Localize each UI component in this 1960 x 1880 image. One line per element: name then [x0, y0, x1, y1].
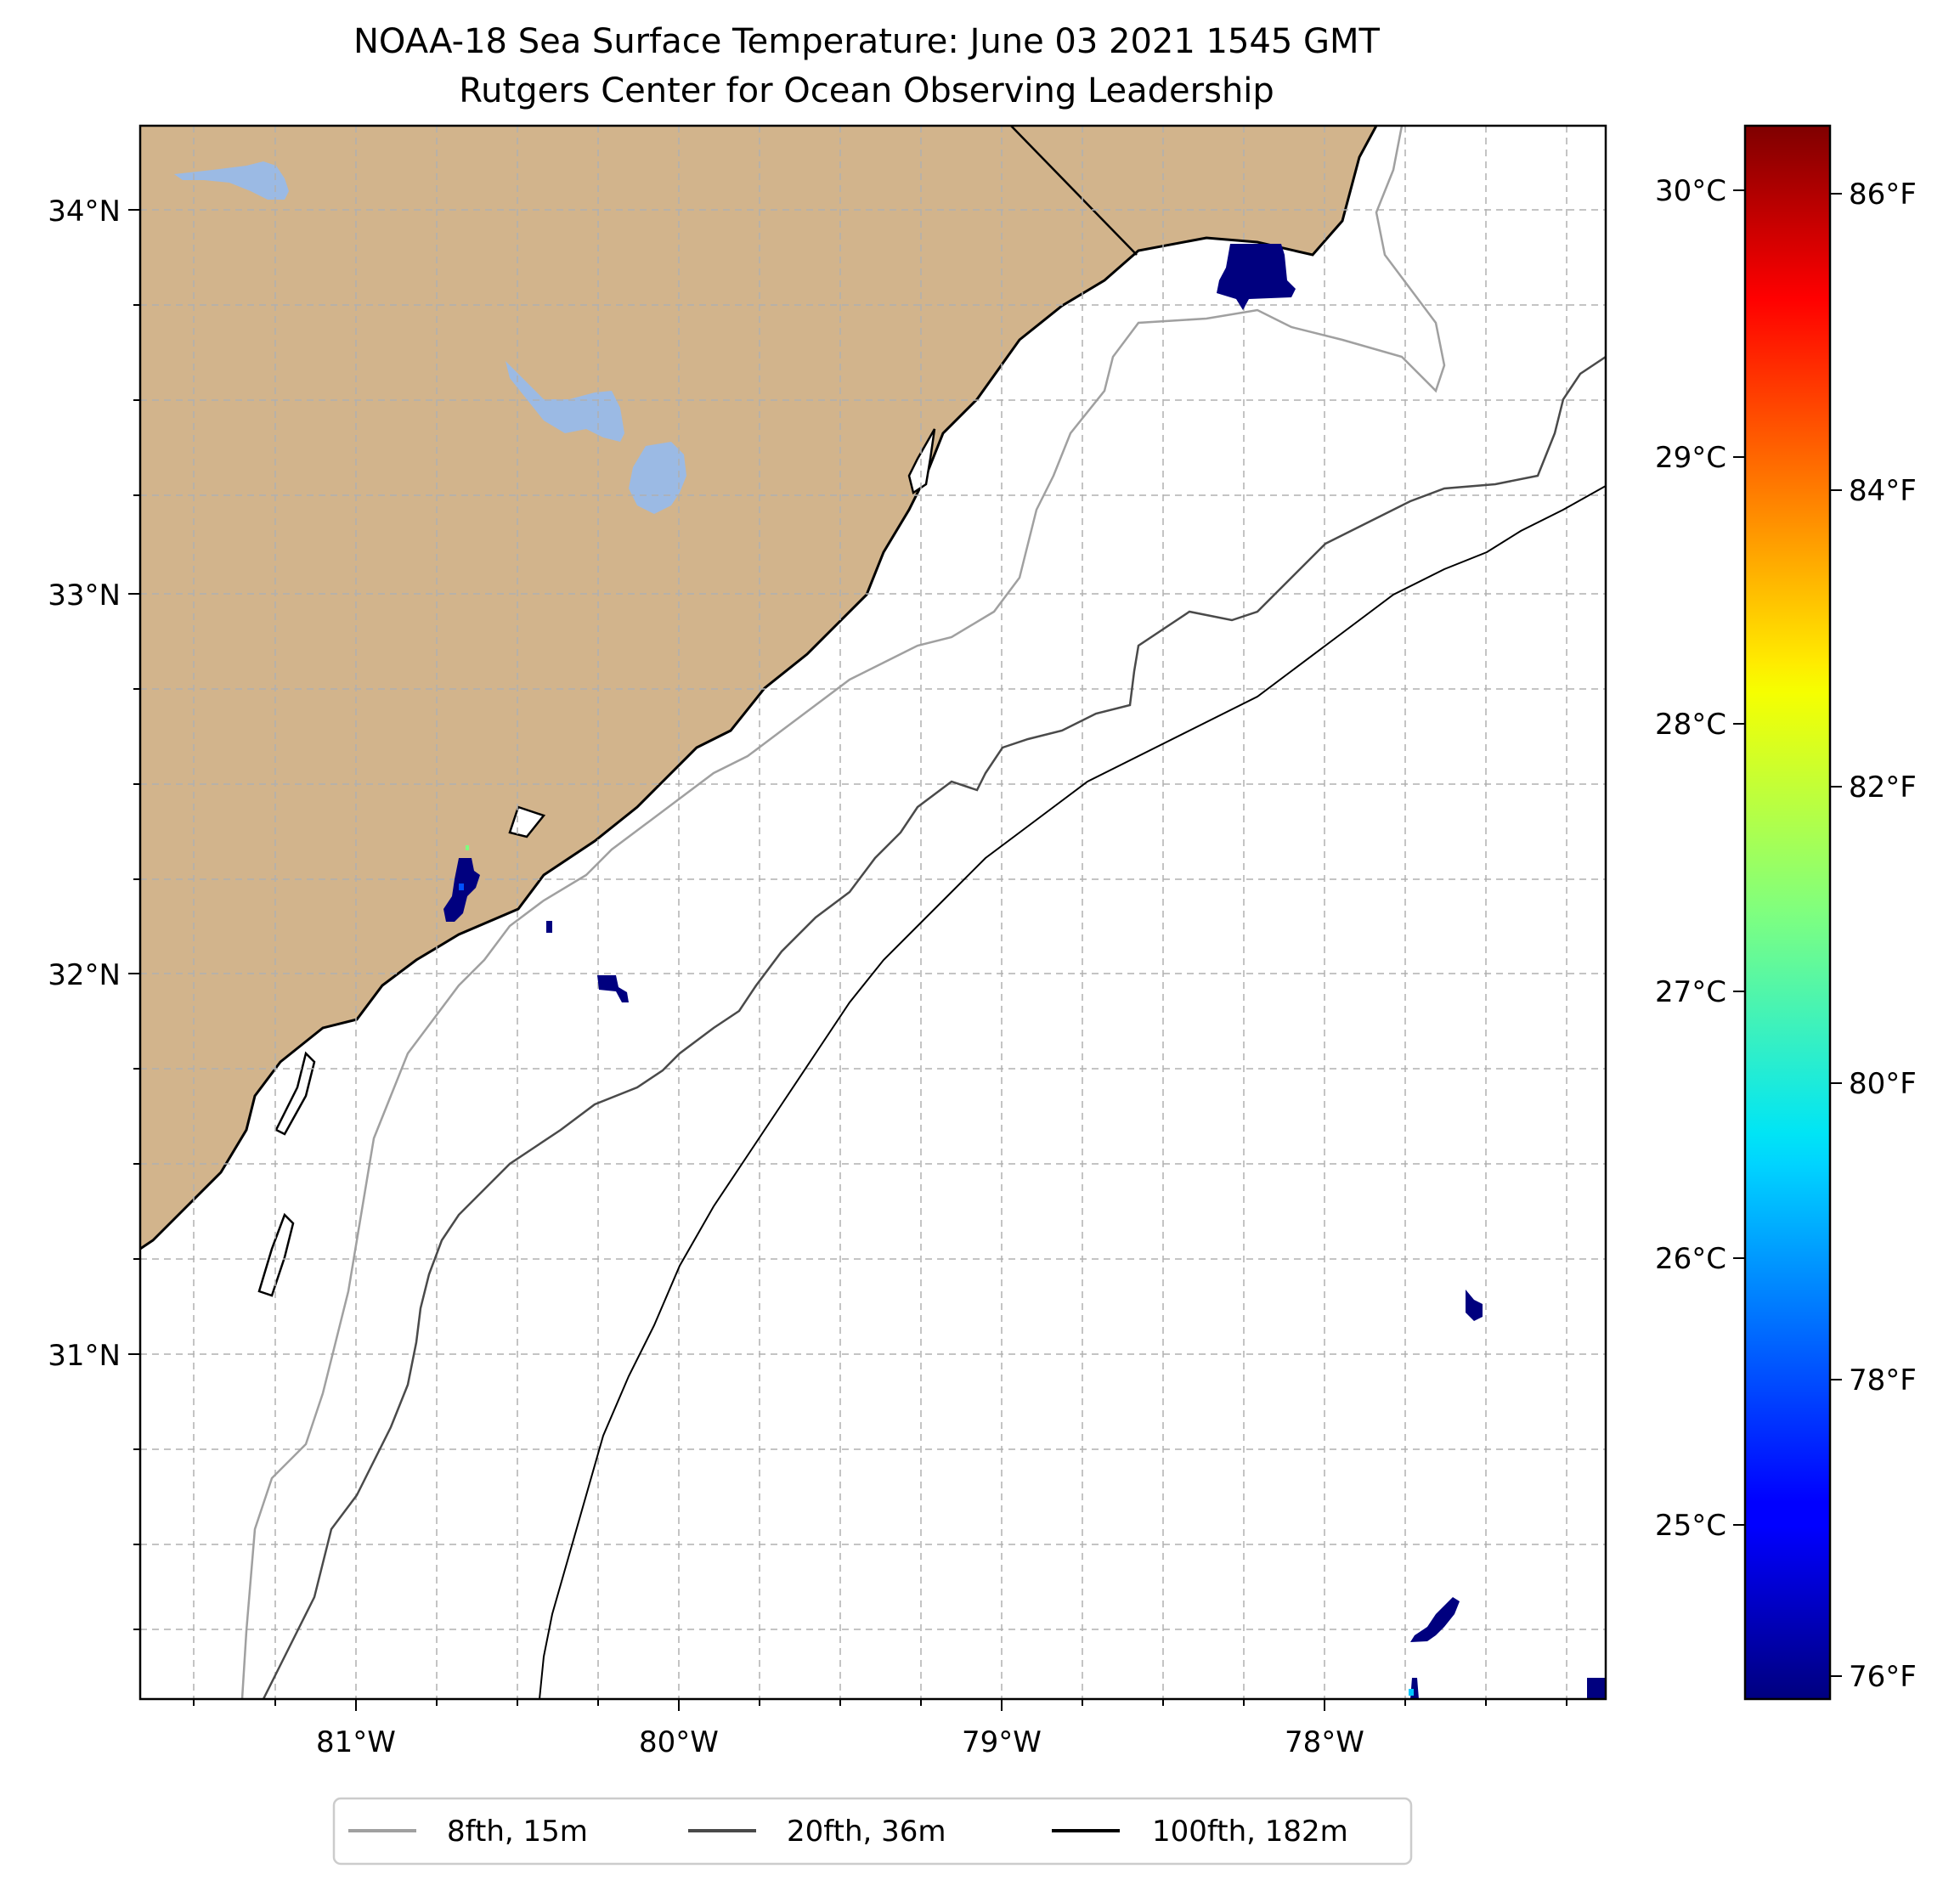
- colorbar-c-25: 25°C: [1655, 1509, 1726, 1543]
- sst-patch-east-2: [1410, 1597, 1460, 1642]
- colorbar: 30°C 29°C 28°C 27°C 26°C 25°C 86°F 84°F …: [1655, 124, 1917, 1701]
- sst-patch-east-1: [1466, 1290, 1483, 1321]
- map-title-line1: NOAA-18 Sea Surface Temperature: June 03…: [353, 22, 1381, 61]
- colorbar-c-27: 27°C: [1655, 975, 1726, 1009]
- colorbar-f-78: 78°F: [1849, 1363, 1917, 1397]
- lat-label-32: 32°N: [48, 958, 121, 992]
- sst-patch-corner: [1587, 1678, 1606, 1699]
- lat-label-34: 34°N: [48, 195, 121, 229]
- colorbar-f-86: 86°F: [1849, 178, 1917, 212]
- sst-pixel-blue: [459, 884, 464, 890]
- lon-label-79: 79°W: [962, 1725, 1042, 1759]
- sst-patch-mid: [597, 975, 629, 1002]
- state-border: [1010, 126, 1138, 256]
- sst-pixel-cyan: [1409, 1689, 1414, 1696]
- colorbar-c-26: 26°C: [1655, 1242, 1726, 1276]
- colorbar-f-84: 84°F: [1849, 474, 1917, 508]
- map-frame: [138, 124, 1607, 1701]
- land-mass: [140, 126, 1376, 1249]
- lon-label-78: 78°W: [1285, 1725, 1364, 1759]
- isobath-8fth: [240, 126, 1446, 1699]
- colorbar-f-82: 82°F: [1849, 771, 1917, 805]
- lat-label-31: 31°N: [48, 1339, 121, 1373]
- coastline: [140, 126, 1378, 1251]
- legend-label-100fth: 100fth, 182m: [1152, 1815, 1348, 1849]
- graticule: [140, 126, 1606, 1699]
- legend-label-8fth: 8fth, 15m: [447, 1815, 588, 1849]
- isobath-20fth: [262, 355, 1606, 1699]
- map-area: [140, 126, 1606, 1699]
- lat-label-33: 33°N: [48, 579, 121, 613]
- isobath-legend: 8fth, 15m 20fth, 36m 100fth, 182m: [332, 1797, 1413, 1866]
- isobath-100fth: [539, 485, 1606, 1699]
- colorbar-f-76: 76°F: [1849, 1660, 1917, 1694]
- colorbar-c-28: 28°C: [1655, 708, 1726, 742]
- lon-label-81: 81°W: [316, 1725, 396, 1759]
- sst-patch-small-1: [546, 921, 552, 933]
- sst-pixel-green: [466, 845, 469, 850]
- sst-patch-north: [1217, 244, 1296, 310]
- colorbar-f-80: 80°F: [1849, 1067, 1917, 1101]
- lake-north: [174, 161, 289, 200]
- colorbar-c-29: 29°C: [1655, 441, 1726, 475]
- colorbar-c-30: 30°C: [1655, 174, 1726, 208]
- coastal-islands: [257, 428, 936, 1297]
- map-title-line2: Rutgers Center for Ocean Observing Leade…: [459, 71, 1274, 110]
- legend-box: [332, 1797, 1413, 1866]
- legend-label-20fth: 20fth, 36m: [787, 1815, 946, 1849]
- axis-ticks: [128, 209, 1567, 1711]
- colorbar-gradient: [1743, 124, 1832, 1701]
- lon-label-80: 80°W: [639, 1725, 719, 1759]
- lake-marion: [506, 361, 624, 442]
